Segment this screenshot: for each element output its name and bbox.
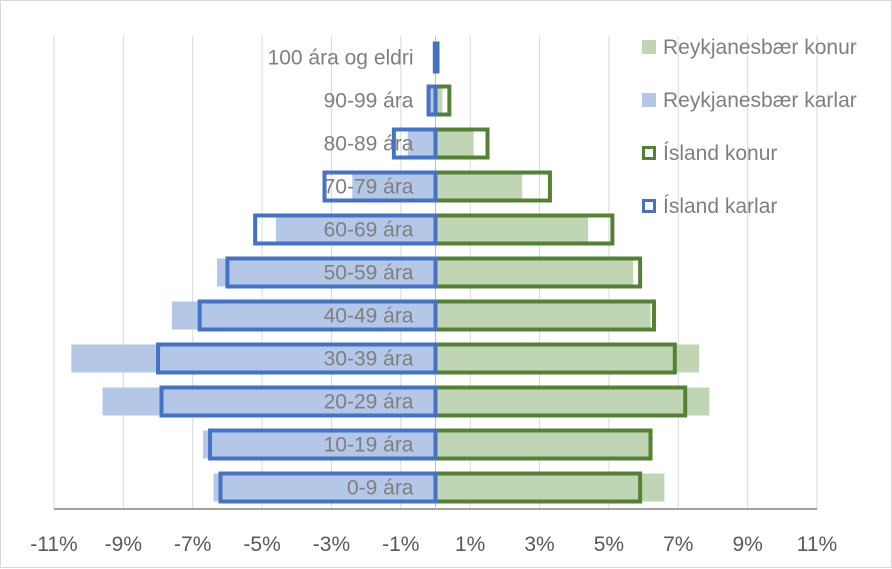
- legend-label: Ísland konur: [663, 142, 777, 165]
- category-label: 10-19 ára: [324, 434, 414, 457]
- x-tick-label: 9%: [732, 533, 762, 556]
- x-tick-label: -7%: [174, 533, 211, 556]
- bar-filled: [436, 345, 700, 373]
- legend-swatch: [644, 201, 655, 212]
- legend-swatch: [642, 93, 656, 107]
- category-label: 80-89 ára: [324, 133, 414, 156]
- legend-label: Ísland karlar: [663, 195, 777, 218]
- category-label: 60-69 ára: [324, 219, 414, 242]
- bar-filled: [436, 173, 523, 201]
- bar-filled: [436, 474, 665, 502]
- bar-filled: [436, 388, 710, 416]
- category-label: 20-29 ára: [324, 391, 414, 414]
- bar-filled: [436, 259, 634, 287]
- bar-filled: [436, 216, 589, 244]
- legend-item: Reykjanesbær karlar: [642, 89, 857, 112]
- legend-item: Reykjanesbær konur: [642, 36, 857, 59]
- legend-item: Ísland karlar: [644, 195, 778, 218]
- x-tick-label: 5%: [594, 533, 624, 556]
- category-label: 70-79 ára: [324, 176, 414, 199]
- legend-label: Reykjanesbær konur: [663, 36, 857, 59]
- bar-filled: [436, 431, 651, 459]
- legend-swatch: [644, 148, 655, 159]
- category-label: 40-49 ára: [324, 305, 414, 328]
- category-label: 100 ára og eldri: [268, 47, 414, 70]
- category-label: 0-9 ára: [347, 477, 414, 500]
- legend: Reykjanesbær konur Reykjanesbær karlar Ísl…: [642, 36, 857, 218]
- series-reykjanesbær-konur: [436, 44, 710, 502]
- category-label: 30-39 ára: [324, 348, 414, 371]
- legend-label: Reykjanesbær karlar: [663, 89, 857, 112]
- x-tick-label: -1%: [382, 533, 419, 556]
- bar-filled: [436, 302, 651, 330]
- category-label: 90-99 ára: [324, 90, 414, 113]
- x-tick-labels: -11% -9% -7% -5% -3% -1% 1% 3% 5% 7% 9% 11%: [30, 533, 837, 556]
- x-tick-label: -3%: [313, 533, 350, 556]
- bar-outline: [435, 44, 437, 72]
- category-label: 50-59 ára: [324, 262, 414, 285]
- legend-swatch: [642, 40, 656, 54]
- bar-filled: [436, 130, 474, 158]
- x-tick-label: 1%: [455, 533, 485, 556]
- x-tick-label: -11%: [30, 533, 77, 556]
- x-tick-label: -9%: [105, 533, 142, 556]
- legend-item: Ísland konur: [644, 142, 778, 165]
- x-tick-label: 7%: [663, 533, 693, 556]
- x-tick-label: 11%: [797, 533, 837, 556]
- x-tick-label: 3%: [524, 533, 554, 556]
- x-tick-label: -5%: [243, 533, 280, 556]
